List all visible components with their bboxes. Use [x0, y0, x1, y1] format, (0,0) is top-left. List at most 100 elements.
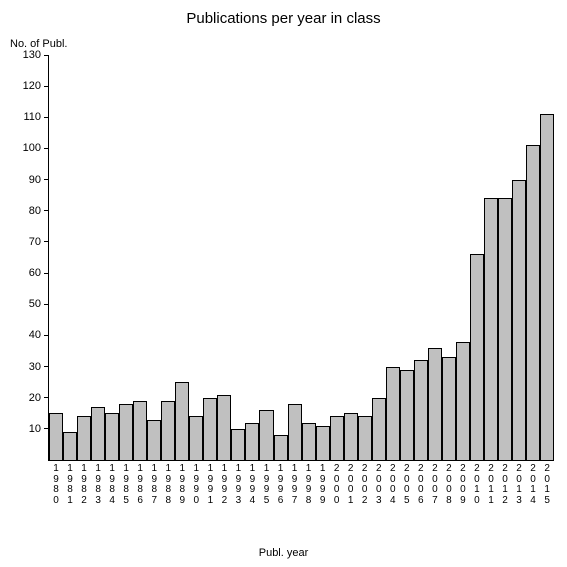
- x-tick-label: 1989: [175, 464, 189, 506]
- y-tick-label: 100: [23, 142, 41, 154]
- x-tick-label: 1999: [316, 464, 330, 506]
- x-tick-label: 1986: [133, 464, 147, 506]
- bar: [259, 410, 273, 460]
- bar: [288, 404, 302, 460]
- bar: [245, 423, 259, 460]
- chart-container: Publications per year in class No. of Pu…: [0, 0, 567, 567]
- bar: [133, 401, 147, 460]
- y-tick: [44, 428, 49, 429]
- x-tick-label: 2011: [484, 464, 498, 506]
- chart-title: Publications per year in class: [0, 10, 567, 27]
- bar: [302, 423, 316, 460]
- x-tick-label: 2009: [456, 464, 470, 506]
- x-tick-label: 1980: [49, 464, 63, 506]
- x-tick-label: 1998: [302, 464, 316, 506]
- bar: [231, 429, 245, 460]
- bar: [175, 382, 189, 460]
- bar: [526, 145, 540, 460]
- y-tick: [44, 273, 49, 274]
- bar: [161, 401, 175, 460]
- y-tick-label: 50: [29, 298, 41, 310]
- y-tick-label: 40: [29, 329, 41, 341]
- x-tick-label: 1990: [189, 464, 203, 506]
- x-tick-label: 2006: [414, 464, 428, 506]
- bar: [456, 342, 470, 460]
- x-tick-label: 2002: [358, 464, 372, 506]
- y-tick: [44, 366, 49, 367]
- y-tick-label: 60: [29, 267, 41, 279]
- x-tick-label: 2007: [428, 464, 442, 506]
- x-tick-label: 1991: [203, 464, 217, 506]
- bar: [484, 198, 498, 460]
- y-tick: [44, 335, 49, 336]
- x-tick-label: 1993: [231, 464, 245, 506]
- y-tick: [44, 55, 49, 56]
- y-tick: [44, 148, 49, 149]
- x-tick-label: 1987: [147, 464, 161, 506]
- bar: [119, 404, 133, 460]
- x-tick-label: 1996: [274, 464, 288, 506]
- bar: [91, 407, 105, 460]
- y-tick: [44, 397, 49, 398]
- plot-area: 1980198119821983198419851986198719881989…: [48, 55, 554, 461]
- x-tick-labels: 1980198119821983198419851986198719881989…: [49, 464, 554, 506]
- x-tick-label: 1984: [105, 464, 119, 506]
- x-tick-label: 2008: [442, 464, 456, 506]
- x-tick-label: 2003: [372, 464, 386, 506]
- y-tick-label: 90: [29, 174, 41, 186]
- bar: [442, 357, 456, 460]
- x-tick-label: 1983: [91, 464, 105, 506]
- y-tick-label: 30: [29, 361, 41, 373]
- bar: [428, 348, 442, 460]
- bar: [512, 180, 526, 460]
- x-tick-label: 2001: [344, 464, 358, 506]
- x-tick-label: 1988: [161, 464, 175, 506]
- x-tick-label: 2015: [540, 464, 554, 506]
- x-tick-label: 1985: [119, 464, 133, 506]
- x-tick-label: 2013: [512, 464, 526, 506]
- bar: [63, 432, 77, 460]
- y-tick-label: 70: [29, 236, 41, 248]
- y-tick: [44, 117, 49, 118]
- y-tick-label: 80: [29, 205, 41, 217]
- y-tick: [44, 241, 49, 242]
- y-tick: [44, 304, 49, 305]
- y-tick-label: 130: [23, 49, 41, 61]
- x-tick-label: 2014: [526, 464, 540, 506]
- bar: [470, 254, 484, 460]
- bar: [498, 198, 512, 460]
- bar: [189, 416, 203, 460]
- x-tick-label: 2004: [386, 464, 400, 506]
- bar: [49, 413, 63, 460]
- y-tick-label: 110: [23, 111, 41, 123]
- x-tick-label: 1992: [217, 464, 231, 506]
- bar: [358, 416, 372, 460]
- bar: [203, 398, 217, 460]
- y-tick-label: 120: [23, 80, 41, 92]
- y-tick: [44, 179, 49, 180]
- bars-group: [49, 55, 554, 460]
- bar: [400, 370, 414, 460]
- y-tick-label: 20: [29, 392, 41, 404]
- y-tick: [44, 210, 49, 211]
- y-tick: [44, 86, 49, 87]
- x-tick-label: 1997: [288, 464, 302, 506]
- x-tick-label: 1981: [63, 464, 77, 506]
- bar: [217, 395, 231, 460]
- x-tick-label: 1994: [245, 464, 259, 506]
- x-tick-label: 2000: [330, 464, 344, 506]
- x-axis-title: Publ. year: [0, 547, 567, 559]
- bar: [414, 360, 428, 460]
- bar: [105, 413, 119, 460]
- bar: [330, 416, 344, 460]
- bar: [344, 413, 358, 460]
- bar: [274, 435, 288, 460]
- bar: [372, 398, 386, 460]
- y-tick-label: 10: [29, 423, 41, 435]
- bar: [386, 367, 400, 460]
- bar: [316, 426, 330, 460]
- x-tick-label: 1995: [259, 464, 273, 506]
- x-tick-label: 2010: [470, 464, 484, 506]
- bar: [147, 420, 161, 461]
- x-tick-label: 2012: [498, 464, 512, 506]
